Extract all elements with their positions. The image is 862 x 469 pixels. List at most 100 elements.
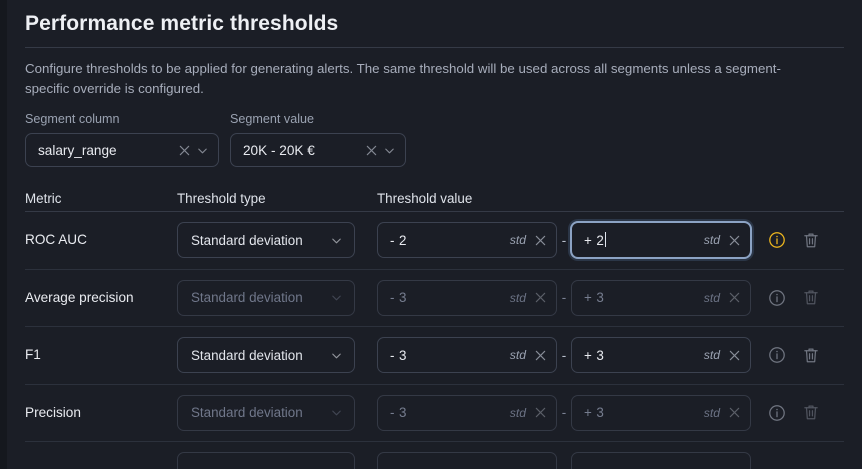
threshold-unit-label: std — [703, 405, 720, 420]
threshold-type-value: Standard deviation — [191, 232, 303, 248]
info-circle-icon[interactable] — [766, 229, 788, 251]
threshold-lower-value: - 2 — [390, 232, 407, 248]
threshold-upper-input[interactable]: + 3 std — [571, 394, 751, 431]
trash-icon — [800, 402, 822, 424]
threshold-lower-input[interactable] — [377, 452, 557, 469]
threshold-type-value: Standard deviation — [191, 290, 303, 306]
metric-name: Precision — [25, 404, 81, 420]
threshold-upper-input[interactable] — [571, 452, 751, 469]
info-circle-icon[interactable] — [766, 402, 788, 424]
threshold-upper-value: + 3 — [584, 347, 605, 363]
range-separator: - — [561, 290, 567, 306]
threshold-unit-label: std — [509, 233, 526, 248]
threshold-upper-input[interactable]: + 3 std — [571, 337, 751, 374]
segment-value-value: 20K - 20K € — [243, 142, 315, 158]
chevron-down-icon — [330, 406, 343, 419]
segment-column-select[interactable]: salary_range — [25, 133, 219, 167]
table-row: F1 Standard deviation - 3 std - + 3 std — [25, 327, 844, 384]
clear-icon[interactable] — [534, 349, 547, 362]
column-header-threshold-type: Threshold type — [177, 190, 266, 206]
threshold-upper-value: + 2 — [584, 232, 607, 249]
threshold-type-select[interactable]: Standard deviation — [177, 222, 355, 259]
row-actions — [766, 287, 844, 309]
page-description: Configure thresholds to be applied for g… — [25, 61, 781, 96]
threshold-value-group: - 3 std - + 3 std — [377, 394, 766, 431]
table-header-divider — [25, 211, 844, 212]
segment-column-value: salary_range — [38, 142, 117, 158]
clear-icon[interactable] — [728, 291, 741, 304]
settings-panel: Performance metric thresholds Configure … — [7, 0, 862, 469]
clear-icon[interactable] — [728, 406, 741, 419]
chevron-down-icon[interactable] — [330, 234, 343, 247]
threshold-type-select: Standard deviation — [177, 279, 355, 316]
threshold-value-group: - 2 std - + 2 std — [377, 222, 766, 259]
segment-value-select[interactable]: 20K - 20K € — [230, 133, 406, 167]
text-caret — [605, 232, 607, 248]
segment-column-field: Segment column salary_range — [25, 112, 219, 167]
page-title: Performance metric thresholds — [25, 12, 339, 35]
threshold-type-value: Standard deviation — [191, 405, 303, 421]
threshold-lower-value: - 3 — [390, 347, 407, 363]
metric-name: F1 — [25, 347, 41, 363]
table-row: Precision Standard deviation - 3 std - + 3 std — [25, 385, 844, 442]
threshold-value-group: - 3 std - + 3 std — [377, 337, 766, 374]
threshold-lower-input[interactable]: - 3 std — [377, 337, 557, 374]
chevron-down-icon — [330, 291, 343, 304]
threshold-type-select — [177, 452, 355, 469]
threshold-lower-value: - 3 — [390, 290, 407, 306]
threshold-unit-label: std — [509, 348, 526, 363]
clear-icon[interactable] — [178, 144, 191, 157]
threshold-unit-label: std — [703, 233, 720, 248]
threshold-type-select: Standard deviation — [177, 394, 355, 431]
info-circle-icon[interactable] — [766, 287, 788, 309]
threshold-upper-value: + 3 — [584, 405, 605, 421]
trash-icon[interactable] — [800, 229, 822, 251]
table-row: Average precision Standard deviation - 3 st… — [25, 270, 844, 327]
threshold-value-group: - 3 std - + 3 std — [377, 279, 766, 316]
row-divider — [25, 383, 844, 385]
trash-icon[interactable] — [800, 344, 822, 366]
clear-icon[interactable] — [534, 406, 547, 419]
row-divider — [25, 441, 844, 442]
threshold-lower-input[interactable]: - 3 std — [377, 394, 557, 431]
clear-icon[interactable] — [534, 291, 547, 304]
range-separator: - — [561, 232, 567, 248]
chevron-down-icon[interactable] — [330, 349, 343, 362]
chevron-down-icon[interactable] — [383, 144, 396, 157]
table-row-partial — [25, 442, 844, 469]
table-row: ROC AUC Standard deviation - 2 std - + 2 std — [25, 212, 844, 269]
clear-icon[interactable] — [728, 234, 741, 247]
threshold-upper-input[interactable]: + 3 std — [571, 279, 751, 316]
row-divider — [25, 326, 844, 327]
threshold-unit-label: std — [703, 348, 720, 363]
row-divider — [25, 268, 844, 270]
segment-value-field: Segment value 20K - 20K € — [230, 112, 406, 167]
threshold-value-group — [377, 452, 766, 469]
title-divider — [25, 47, 844, 48]
clear-icon[interactable] — [534, 234, 547, 247]
chevron-down-icon[interactable] — [196, 144, 209, 157]
table-header-row: Metric Threshold type Threshold value — [25, 185, 844, 211]
left-gutter — [0, 0, 7, 469]
metric-name: ROC AUC — [25, 232, 87, 248]
threshold-type-select[interactable]: Standard deviation — [177, 337, 355, 374]
clear-icon[interactable] — [365, 144, 378, 157]
row-actions — [766, 402, 844, 424]
trash-icon — [800, 287, 822, 309]
row-actions — [766, 344, 844, 366]
threshold-lower-input[interactable]: - 2 std — [377, 222, 557, 259]
threshold-upper-input[interactable]: + 2 std — [571, 222, 751, 259]
range-separator: - — [561, 405, 567, 421]
clear-icon[interactable] — [728, 349, 741, 362]
segment-value-label: Segment value — [230, 112, 315, 126]
threshold-unit-label: std — [509, 290, 526, 305]
info-circle-icon[interactable] — [766, 344, 788, 366]
metric-name: Average precision — [25, 289, 134, 305]
column-header-threshold-value: Threshold value — [377, 190, 473, 206]
column-header-metric: Metric — [25, 190, 62, 206]
threshold-lower-input[interactable]: - 3 std — [377, 279, 557, 316]
threshold-unit-label: std — [703, 290, 720, 305]
row-actions — [766, 229, 844, 251]
threshold-upper-value: + 3 — [584, 290, 605, 306]
